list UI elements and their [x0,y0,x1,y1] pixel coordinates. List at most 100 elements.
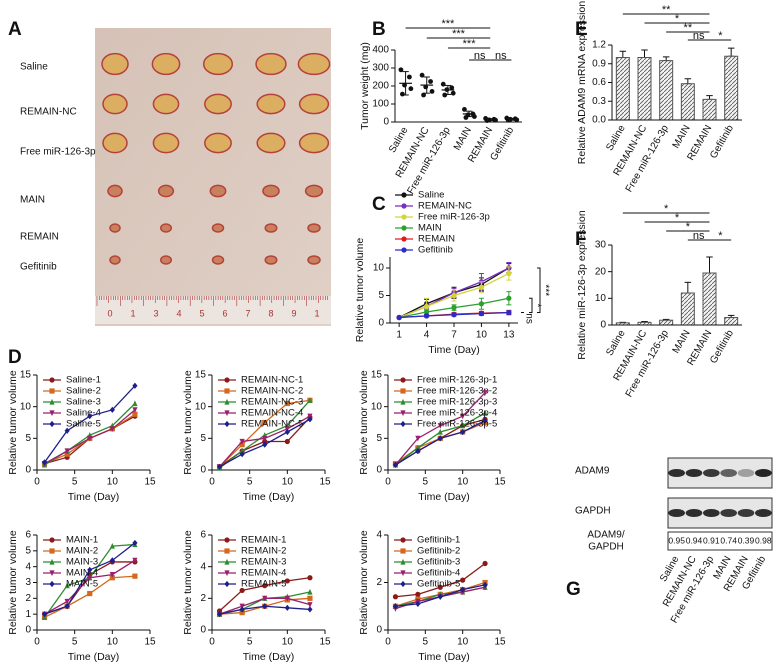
legend-label: MAIN [418,223,442,234]
tumor [109,255,121,265]
y-axis-label: Relative tumor volume [358,530,370,635]
x-tick-label: 5 [72,477,78,488]
y-axis-label: Relative tumor volume [182,370,194,475]
bar [724,317,739,326]
marker [239,442,245,448]
y-tick-label: 0.0 [592,115,606,126]
y-tick-label: 100 [372,99,389,110]
marker [87,575,93,581]
x-tick-label: 5 [423,637,429,648]
marker [401,192,407,198]
legend-label: REMAIN-5 [241,579,286,590]
data-point [505,117,511,123]
marker [132,539,138,547]
tumor [204,93,232,115]
tumor [304,184,324,198]
ratio-value: 0.95 [668,535,685,545]
marker [415,444,421,451]
marker [460,413,466,420]
y-tick-label: 0 [376,625,382,636]
y-tick-label: 1.2 [592,40,606,51]
marker [482,581,488,588]
legend-label: Free miR-126-3p-3 [417,397,497,408]
legend-label: REMAIN-NC-5 [241,419,303,430]
data-point [462,107,467,112]
x-tick-label: 0 [34,477,40,488]
significance-bracket [537,267,541,314]
y-tick-label: 15 [20,370,32,381]
x-axis-label: Time (Day) [68,651,120,663]
data-point [449,85,455,91]
ruler-label: 6 [222,308,227,318]
marker [307,606,313,613]
marker [400,580,406,588]
x-tick-label: 7 [451,330,457,341]
legend-label: REMAIN-NC-1 [241,375,303,386]
significance-label: * [675,212,680,224]
marker [400,420,406,428]
ruler [95,296,331,324]
data-point [419,72,425,78]
panel-label: B [372,19,386,40]
marker [41,459,48,466]
marker [49,420,55,428]
y-tick-label: 200 [372,81,389,92]
marker [451,292,457,299]
y-tick-label: 3 [25,577,31,588]
tumor [297,52,331,76]
significance-label: *** [463,38,477,50]
y-tick-label: 10 [373,263,385,274]
marker [109,426,115,432]
axis [611,245,742,326]
marker [216,463,223,470]
x-tick-label: MAIN [671,328,693,355]
marker [400,377,406,383]
x-tick-label: 15 [494,637,506,648]
significance-label: ns [693,230,705,242]
legend-label: Free miR-126-3p-4 [417,408,497,419]
bar [680,83,695,121]
band-label: GAPDH [575,506,611,517]
x-tick-label: 15 [319,477,331,488]
marker [239,606,245,613]
y-tick-label: 5 [25,545,31,556]
marker [224,398,230,405]
marker [307,588,313,595]
marker [49,537,55,543]
bar [702,98,717,121]
legend-label: Saline-5 [66,419,101,430]
legend-label: MAIN-5 [66,579,98,590]
ruler-label: 5 [199,308,204,318]
ruler-label: 1 [130,308,135,318]
x-tick-label: 10 [476,330,488,341]
marker [401,203,407,209]
x-tick-label: 5 [423,477,429,488]
legend-label: REMAIN [418,234,455,245]
x-tick-label: 1 [396,330,402,341]
marker [307,595,313,601]
marker [284,400,290,407]
y-axis-label: Relative miR-126-3p expression [576,210,588,360]
x-tick-label: 0 [385,637,391,648]
significance-label: ns [693,30,705,42]
marker [49,410,55,417]
marker [437,584,443,590]
blot-band [755,469,772,477]
y-tick-label: 400 [372,45,389,56]
marker [400,388,406,394]
marker [506,270,512,277]
tumor [307,255,321,265]
marker [49,580,55,588]
photo [95,28,331,326]
tumor [211,255,225,265]
marker [49,398,55,405]
marker [49,558,55,565]
bar [659,319,674,326]
data-point [463,115,469,120]
marker [506,295,512,301]
x-tick-label: 0 [209,477,215,488]
marker [478,301,485,307]
marker [307,575,313,581]
ruler-label: 0 [107,308,112,318]
significance-label: *** [452,28,466,40]
